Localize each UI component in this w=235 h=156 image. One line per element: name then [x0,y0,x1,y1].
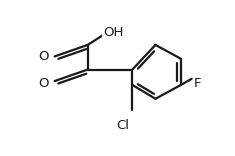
Text: Cl: Cl [116,119,129,132]
Text: F: F [194,77,202,90]
Text: O: O [39,50,49,63]
Text: O: O [39,77,49,90]
Text: OH: OH [103,26,123,39]
